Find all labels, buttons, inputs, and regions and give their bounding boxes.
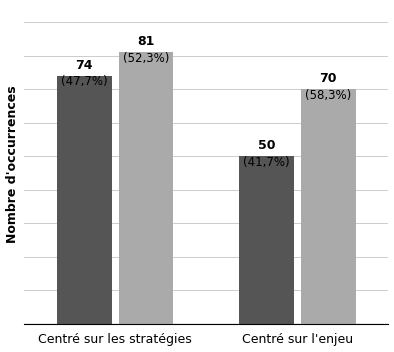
Text: 70: 70 bbox=[320, 72, 337, 85]
Text: (52,3%): (52,3%) bbox=[123, 52, 169, 65]
Bar bbox=[239, 156, 294, 324]
Text: (41,7%): (41,7%) bbox=[243, 156, 290, 169]
Bar bbox=[57, 76, 112, 324]
Text: 81: 81 bbox=[138, 36, 155, 49]
Text: (47,7%): (47,7%) bbox=[61, 75, 108, 88]
Text: (58,3%): (58,3%) bbox=[305, 89, 351, 102]
Bar bbox=[119, 52, 173, 324]
Text: 50: 50 bbox=[258, 139, 275, 152]
Y-axis label: Nombre d'occurrences: Nombre d'occurrences bbox=[6, 86, 19, 244]
Text: 74: 74 bbox=[76, 59, 93, 72]
Bar bbox=[301, 89, 356, 324]
